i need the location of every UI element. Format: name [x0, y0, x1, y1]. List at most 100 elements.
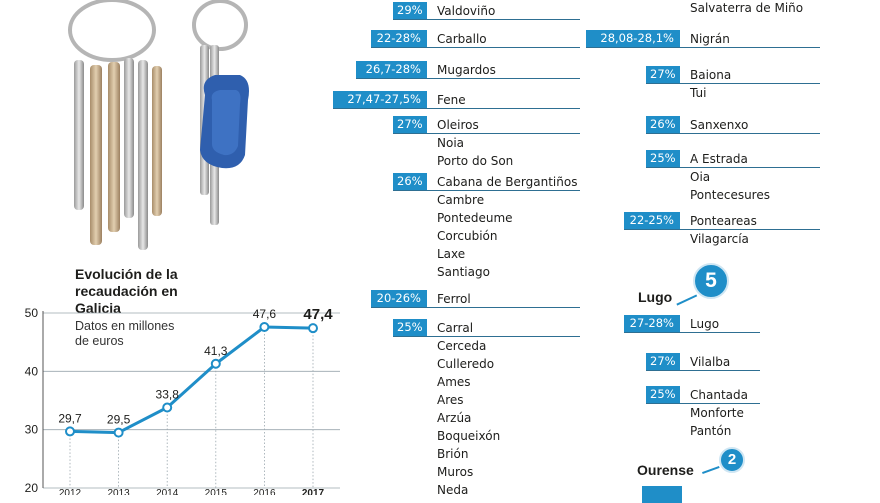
data-point	[308, 323, 318, 334]
pontevedra-rule	[646, 167, 820, 168]
x-tick-label: 2015	[205, 488, 228, 495]
pontevedra-town: Ponteareas	[690, 214, 757, 228]
lugo-rule	[646, 370, 760, 371]
coruna-rate-badge: 26%	[393, 173, 427, 190]
pontevedra-town: Tui	[690, 86, 707, 100]
pontevedra-town: Vilagarcía	[690, 232, 749, 246]
lugo-town: Chantada	[690, 388, 748, 402]
data-point	[259, 322, 270, 332]
recaudacion-line-chart: 20 30 40 50 2012 2013 2014 2015 2016 2017 29,7 29,5…	[25, 306, 340, 495]
coruna-rule	[371, 307, 580, 308]
coruna-rule	[393, 336, 580, 337]
pontevedra-rule	[586, 47, 820, 48]
coruna-rule	[356, 78, 580, 79]
pontevedra-town: Sanxenxo	[690, 118, 749, 132]
coruna-rate-badge: 27,47-27,5%	[333, 91, 427, 108]
data-label: 33,8	[156, 388, 180, 402]
data-point	[113, 427, 124, 438]
pontevedra-town: Baiona	[690, 68, 732, 82]
ourense-pointer	[702, 466, 720, 475]
data-point	[65, 426, 75, 437]
keys-photo	[68, 0, 249, 250]
coruna-rule	[371, 47, 580, 48]
y-tick-label: 30	[25, 423, 39, 437]
coruna-town: Laxe	[437, 247, 466, 261]
coruna-town: Pontedeume	[437, 211, 513, 225]
coruna-rule	[393, 19, 580, 20]
coruna-rule	[393, 190, 580, 191]
coruna-town: Arzúa	[437, 411, 472, 425]
pontevedra-rate-badge: 22-25%	[624, 212, 680, 229]
coruna-town: Santiago	[437, 265, 490, 279]
data-point	[210, 358, 221, 369]
data-point	[162, 402, 173, 413]
coruna-town: Cerceda	[437, 339, 487, 353]
data-label: 29,7	[58, 411, 82, 425]
lugo-pointer	[676, 294, 698, 307]
coruna-town: Valdoviño	[437, 4, 496, 18]
coruna-rate-badge: 22-28%	[371, 30, 427, 47]
coruna-town: Carral	[437, 321, 474, 335]
x-tick-label: 2013	[107, 488, 130, 495]
y-tick-label: 50	[25, 306, 39, 320]
coruna-town: Culleredo	[437, 357, 495, 371]
lugo-town: Lugo	[690, 317, 720, 331]
pontevedra-rule	[624, 229, 820, 230]
series-line	[69, 325, 314, 435]
lugo-town: Vilalba	[690, 355, 731, 369]
data-label: 29,5	[107, 413, 131, 427]
pontevedra-town: Nigrán	[690, 32, 730, 46]
x-tick-label: 2012	[59, 488, 82, 495]
coruna-town: Porto do Son	[437, 154, 514, 168]
pontevedra-rule	[646, 83, 820, 84]
x-tick-label: 2016	[253, 488, 276, 495]
coruna-town: Oleiros	[437, 118, 479, 132]
coruna-town: Cabana de Bergantiños	[437, 175, 578, 189]
coruna-town: Fene	[437, 93, 466, 107]
data-label: 41,3	[204, 344, 228, 358]
lugo-rate-badge: 25%	[646, 386, 680, 403]
coruna-rule	[333, 108, 580, 109]
y-tick-label: 40	[25, 364, 39, 378]
pontevedra-town: Salvaterra de Miño	[690, 1, 804, 15]
data-label: 47,4	[303, 306, 333, 323]
coruna-town: Ferrol	[437, 292, 471, 306]
y-tick-label: 20	[25, 481, 39, 495]
coruna-town: Ares	[437, 393, 464, 407]
coruna-town: Neda	[437, 483, 469, 497]
coruna-town: Brión	[437, 447, 469, 461]
coruna-town: Muros	[437, 465, 474, 479]
lugo-rule	[646, 403, 760, 404]
coruna-rate-badge: 29%	[393, 2, 427, 19]
pontevedra-town: Oia	[690, 170, 711, 184]
coruna-rate-badge: 27%	[393, 116, 427, 133]
coruna-rate-badge: 25%	[393, 319, 427, 336]
lugo-rule	[624, 332, 760, 333]
coruna-town: Mugardos	[437, 63, 496, 77]
lugo-count-badge: 5	[693, 263, 729, 299]
coruna-town: Boqueixón	[437, 429, 501, 443]
lugo-rate-badge: 27%	[646, 353, 680, 370]
data-label: 47,6	[253, 307, 277, 321]
pontevedra-rate-badge: 27%	[646, 66, 680, 83]
ourense-heading: Ourense	[637, 462, 694, 478]
x-tick-label: 2014	[156, 488, 179, 495]
chart-title: Evolución de la recaudación en Galicia	[75, 266, 178, 316]
coruna-town: Carballo	[437, 32, 487, 46]
coruna-town: Ames	[437, 375, 471, 389]
chart-subtitle: Datos en millones de euros	[75, 319, 175, 348]
lugo-heading: Lugo	[638, 289, 673, 305]
coruna-rate-badge: 26,7-28%	[356, 61, 427, 78]
coruna-town: Corcubión	[437, 229, 498, 243]
coruna-rate-badge: 20-26%	[371, 290, 427, 307]
pontevedra-rate-badge: 26%	[646, 116, 680, 133]
pontevedra-rate-badge: 28,08-28,1%	[586, 30, 680, 47]
x-tick-label: 2017	[302, 488, 325, 495]
pontevedra-town: A Estrada	[690, 152, 748, 166]
coruna-rule	[393, 133, 580, 134]
lugo-rate-badge: 27-28%	[624, 315, 680, 332]
pontevedra-rule	[646, 133, 820, 134]
coruna-town: Noia	[437, 136, 465, 150]
pontevedra-rate-badge: 25%	[646, 150, 680, 167]
lugo-town: Monforte	[690, 406, 744, 420]
